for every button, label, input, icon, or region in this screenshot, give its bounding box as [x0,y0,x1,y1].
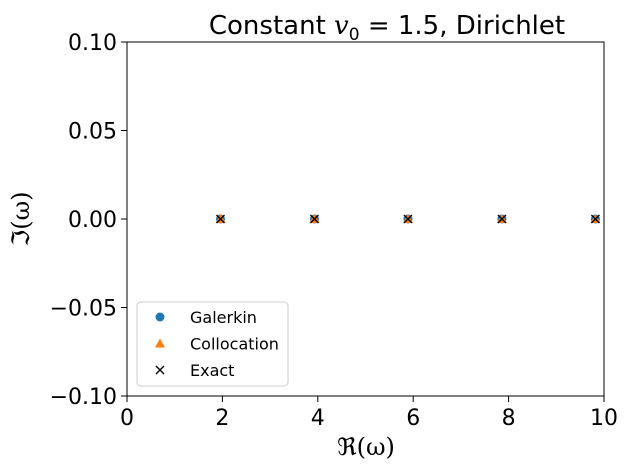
exact-point [590,214,600,224]
y-axis-label: ℑ(ω) [7,191,35,246]
x-tick-label: 2 [215,406,229,431]
chart-title: Constant v0 = 1.5, Dirichlet [209,11,565,45]
x-tick-label: 10 [590,406,618,431]
legend-marker-exact [155,365,165,375]
x-tick-label: 8 [502,406,516,431]
title-suffix: = 1.5, Dirichlet [360,11,566,41]
legend-marker-galerkin [155,312,165,322]
legend-frame [136,301,289,387]
plot-frame [126,41,605,397]
y-tick-label: −0.05 [50,297,117,322]
legend-label-exact: Exact [190,361,234,380]
title-sub: 0 [349,25,360,45]
legend-marker-collocation [155,338,165,348]
exact-point [215,214,225,224]
y-tick-label: 0.10 [68,31,117,56]
title-prefix: Constant [209,11,334,41]
x-tick-label: 0 [120,406,134,431]
x-axis-label: ℜ(ω) [337,433,395,461]
title-var: v [334,11,349,41]
legend-label-galerkin: Galerkin [190,308,257,327]
ticks: 0 2 4 6 8 10 0.10 0.05 0.00 −0.05 −0.10 [50,31,618,431]
x-tick-label: 4 [311,406,325,431]
data-points [215,214,601,224]
legend: Galerkin Collocation Exact [136,301,289,387]
exact-point [309,214,319,224]
y-tick-label: 0.00 [68,208,117,233]
legend-label-collocation: Collocation [190,335,279,354]
x-tick-label: 6 [406,406,420,431]
exact-point [497,214,507,224]
exact-point [403,214,413,224]
y-tick-label: −0.10 [50,385,117,410]
y-tick-label: 0.05 [68,120,117,145]
